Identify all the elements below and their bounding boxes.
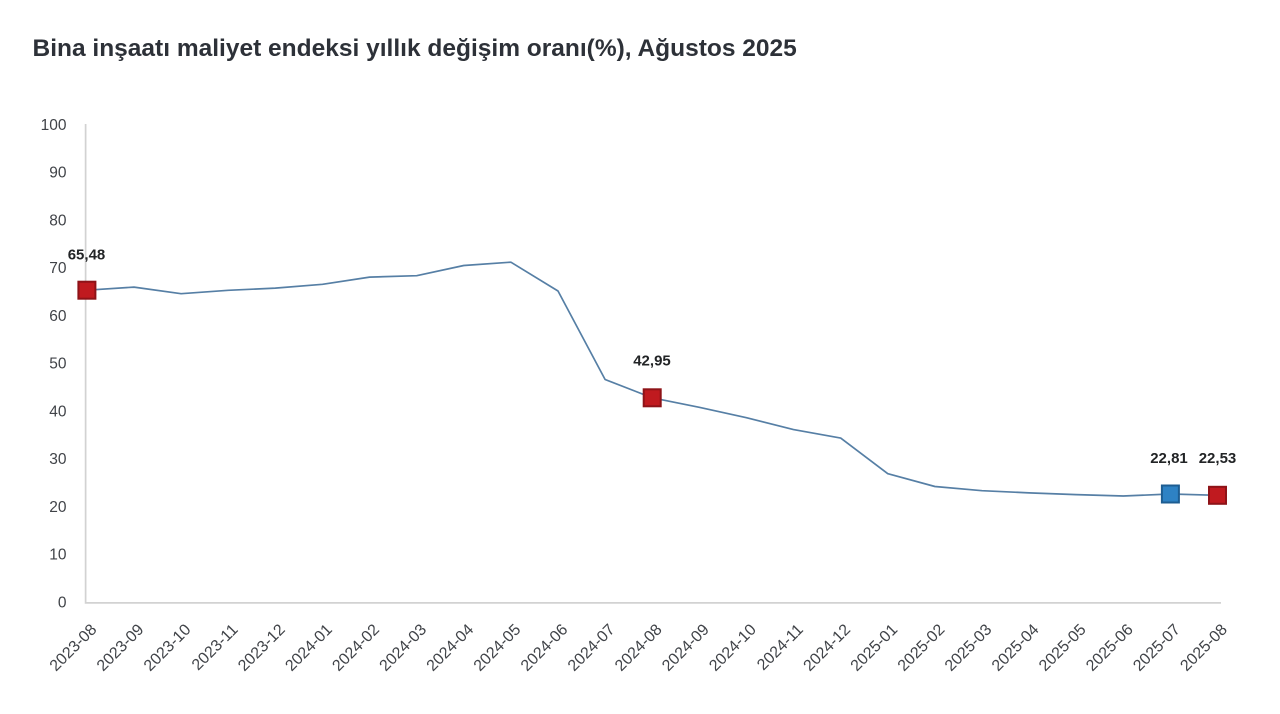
- svg-text:70: 70: [49, 260, 67, 277]
- svg-text:2023-12: 2023-12: [235, 621, 289, 675]
- svg-text:2023-09: 2023-09: [94, 621, 148, 675]
- svg-text:22,53: 22,53: [1199, 450, 1237, 467]
- svg-text:2025-02: 2025-02: [895, 621, 949, 675]
- svg-text:2024-12: 2024-12: [801, 621, 855, 675]
- svg-text:2023-11: 2023-11: [189, 621, 242, 674]
- svg-text:90: 90: [49, 165, 67, 182]
- svg-text:2025-08: 2025-08: [1177, 621, 1231, 675]
- svg-text:2025-06: 2025-06: [1083, 621, 1137, 675]
- svg-text:2024-11: 2024-11: [754, 621, 807, 674]
- svg-text:2024-02: 2024-02: [329, 621, 383, 675]
- svg-text:20: 20: [49, 499, 67, 516]
- svg-text:42,95: 42,95: [633, 353, 671, 370]
- svg-text:2025-04: 2025-04: [989, 621, 1043, 675]
- svg-text:50: 50: [49, 356, 67, 373]
- svg-text:2024-07: 2024-07: [565, 621, 619, 675]
- svg-text:80: 80: [49, 212, 67, 229]
- svg-text:Bina inşaatı maliyet endeksi y: Bina inşaatı maliyet endeksi yıllık deği…: [33, 35, 797, 62]
- svg-text:2024-09: 2024-09: [659, 621, 713, 675]
- svg-text:65,48: 65,48: [68, 247, 106, 264]
- svg-text:2025-01: 2025-01: [848, 621, 902, 675]
- svg-text:2024-08: 2024-08: [612, 621, 666, 675]
- svg-text:2025-03: 2025-03: [942, 621, 996, 675]
- svg-text:40: 40: [49, 403, 67, 420]
- svg-text:2023-08: 2023-08: [47, 621, 101, 675]
- svg-text:22,81: 22,81: [1150, 450, 1188, 467]
- svg-text:2025-07: 2025-07: [1130, 621, 1184, 675]
- svg-text:2024-06: 2024-06: [518, 621, 572, 675]
- svg-text:0: 0: [58, 595, 67, 612]
- svg-text:30: 30: [49, 451, 67, 468]
- svg-text:2025-05: 2025-05: [1036, 621, 1090, 675]
- svg-text:60: 60: [49, 308, 67, 325]
- svg-text:2023-10: 2023-10: [141, 621, 195, 675]
- svg-text:2024-10: 2024-10: [706, 621, 760, 675]
- svg-text:2024-01: 2024-01: [282, 621, 336, 675]
- svg-text:100: 100: [41, 117, 67, 134]
- svg-text:2024-04: 2024-04: [424, 621, 478, 675]
- svg-text:2024-03: 2024-03: [377, 621, 431, 675]
- svg-text:10: 10: [49, 547, 67, 564]
- svg-text:2024-05: 2024-05: [471, 621, 525, 675]
